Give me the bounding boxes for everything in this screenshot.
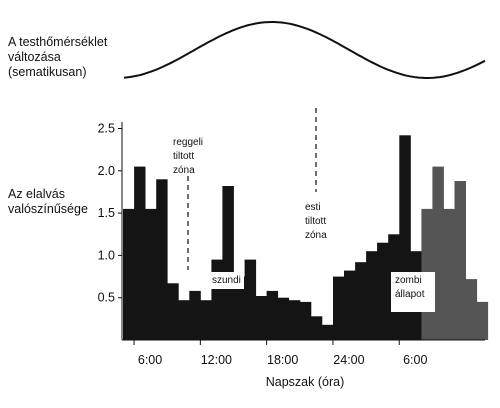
annotations-group: reggeli tiltott zóna esti tiltott zóna szundi z… (173, 108, 435, 312)
bar (355, 262, 367, 340)
bar (266, 290, 279, 340)
annotation-text: esti (305, 202, 321, 213)
bar (145, 208, 157, 340)
bar (299, 301, 312, 340)
bar (344, 270, 356, 340)
bar (222, 186, 234, 340)
annotation-text: zombi (395, 275, 422, 286)
bar (333, 276, 345, 340)
y-tick-label: 0.5 (98, 291, 115, 305)
bar (233, 276, 245, 340)
temperature-label-line: (sematikusan) (8, 65, 87, 79)
bar (465, 279, 478, 340)
bar (189, 290, 201, 340)
temperature-label: A testhőmérséklet változása (sematikusan… (8, 35, 107, 80)
annotation-text: zóna (173, 165, 195, 176)
temperature-curve (123, 21, 486, 79)
bar (288, 300, 301, 340)
annotation-box (391, 272, 435, 312)
x-tick-label: 18:00 (267, 353, 298, 367)
bar (377, 242, 389, 340)
bar (399, 135, 411, 340)
bar (123, 208, 135, 340)
annotation-text: tiltott (173, 151, 194, 162)
y-tick-label: 2.5 (98, 122, 115, 136)
bar (200, 300, 212, 340)
bar (443, 208, 455, 340)
annotation-text: szundi (212, 275, 241, 286)
y-tick-label: 2.0 (98, 164, 115, 178)
x-tick-label: 6:00 (403, 353, 427, 367)
bar (134, 166, 146, 340)
y-tick-label: 1.0 (98, 248, 115, 262)
y-axis-label-line: Az elalvás (8, 187, 65, 201)
annotation-text: reggeli (173, 137, 203, 148)
annotation-text: zóna (305, 230, 327, 241)
bar (156, 179, 168, 340)
y-axis-label-line: valószínűsége (8, 202, 88, 216)
bar (476, 301, 489, 340)
bar (255, 296, 267, 340)
y-tick-label: 1.5 (98, 206, 115, 220)
annotation-text: tiltott (305, 216, 326, 227)
annotation-text: állapot (395, 289, 425, 300)
x-tick-label: 6:00 (138, 353, 162, 367)
temperature-label-line: A testhőmérséklet (8, 35, 108, 49)
annotation-box (208, 272, 244, 289)
bar (277, 297, 290, 340)
bar (310, 316, 323, 340)
bar (211, 259, 223, 340)
temperature-label-line: változása (8, 50, 61, 64)
bar (244, 259, 257, 340)
x-tick-label: 24:00 (333, 353, 364, 367)
axes-group: 0.5 1.0 1.5 2.0 2.5 6:00 12:00 18:00 24:00 6:00 (98, 122, 485, 367)
x-tick-label: 12:00 (201, 353, 232, 367)
bar (321, 324, 334, 340)
bar (178, 300, 190, 340)
y-axis-label: Az elalvás valószínűsége (8, 187, 88, 217)
bar (167, 283, 179, 340)
bar (454, 181, 466, 340)
bar (366, 251, 378, 340)
bar (432, 166, 444, 340)
x-axis-label: Napszak (óra) (265, 375, 345, 389)
